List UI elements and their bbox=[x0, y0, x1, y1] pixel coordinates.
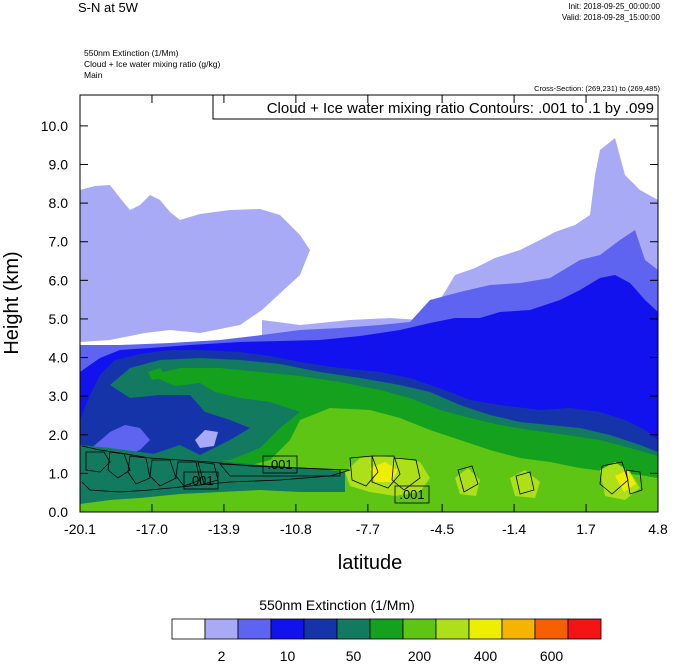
y-tick-label: 0.0 bbox=[49, 504, 69, 520]
x-tick-label: -20.1 bbox=[64, 521, 96, 537]
x-tick-label: -1.4 bbox=[502, 521, 526, 537]
y-tick-label: 8.0 bbox=[49, 195, 69, 211]
colorbar-box bbox=[303, 618, 338, 640]
colorbar-label: 400 bbox=[474, 648, 498, 664]
y-tick-label: 7.0 bbox=[49, 234, 69, 250]
y-tick-label: 1.0 bbox=[49, 465, 69, 481]
colorbar-box bbox=[204, 618, 239, 640]
contour-title-box: Cloud + Ice water mixing ratio Contours:… bbox=[212, 94, 659, 120]
y-tick-label: 6.0 bbox=[49, 272, 69, 288]
colorbar-box bbox=[501, 618, 536, 640]
init-time: Init: 2018-09-25_00:00:00 bbox=[568, 2, 660, 11]
extinction-patch-yellow-2 bbox=[615, 470, 636, 492]
colorbar-box bbox=[171, 618, 206, 640]
colorbar-label: 200 bbox=[408, 648, 432, 664]
x-tick-label: 4.8 bbox=[648, 521, 668, 537]
colorbar-box bbox=[270, 618, 305, 640]
x-tick-label: -13.9 bbox=[208, 521, 240, 537]
x-tick-label: 1.7 bbox=[576, 521, 596, 537]
extinction-hole-small bbox=[195, 430, 218, 448]
colorbar-title: 550nm Extinction (1/Mm) bbox=[259, 597, 415, 613]
contour-label-1: .001 bbox=[183, 471, 219, 490]
y-tick-label: 2.0 bbox=[49, 427, 69, 443]
colorbar-box bbox=[567, 618, 602, 640]
colorbar-label: 10 bbox=[280, 648, 296, 664]
y-tick-label: 4.0 bbox=[49, 350, 69, 366]
x-tick-label: -4.5 bbox=[430, 521, 454, 537]
extinction-layer-light bbox=[80, 185, 310, 342]
colorbar-label: 600 bbox=[540, 648, 564, 664]
extinction-spot-green bbox=[148, 368, 166, 380]
colorbar-label: 50 bbox=[346, 648, 362, 664]
field-line-domain: Main bbox=[84, 70, 103, 80]
extinction-patch-yellowgreen-2 bbox=[455, 468, 480, 496]
cloud-contours bbox=[81, 445, 643, 495]
contour-label-2: .001 bbox=[262, 455, 298, 474]
colorbar-box bbox=[435, 618, 470, 640]
svg-text:.001: .001 bbox=[267, 457, 292, 472]
colorbar-box bbox=[534, 618, 569, 640]
field-line-mixing-ratio: Cloud + Ice water mixing ratio (g/kg) bbox=[84, 59, 221, 69]
colorbar-box bbox=[336, 618, 371, 640]
x-tick-label: -7.7 bbox=[356, 521, 380, 537]
plot-area: .001 .001 .001 bbox=[80, 95, 658, 512]
y-tick-label: 5.0 bbox=[49, 311, 69, 327]
colorbar-label: 2 bbox=[218, 648, 226, 664]
y-axis: 0.0 1.0 2.0 3.0 4.0 5.0 6.0 7.0 8.0 9.0 10.0 bbox=[41, 118, 658, 520]
svg-text:.001: .001 bbox=[188, 473, 213, 488]
colorbar-box bbox=[468, 618, 503, 640]
chart-main-title: S-N at 5W bbox=[78, 0, 138, 15]
colorbar-box bbox=[402, 618, 437, 640]
svg-text:.001: .001 bbox=[399, 487, 424, 502]
contour-title: Cloud + Ice water mixing ratio Contours:… bbox=[267, 100, 654, 117]
valid-time: Valid: 2018-09-28_15:00:00 bbox=[561, 13, 660, 22]
colorbar-box bbox=[237, 618, 272, 640]
extinction-patch-yellowgreen-3 bbox=[510, 470, 540, 498]
colorbar-box bbox=[369, 618, 404, 640]
contour-label-3: .001 bbox=[394, 485, 430, 504]
y-tick-label: 9.0 bbox=[49, 157, 69, 173]
field-line-extinction: 550nm Extinction (1/Mm) bbox=[84, 48, 179, 58]
y-tick-label: 10.0 bbox=[41, 118, 68, 134]
x-tick-label: -17.0 bbox=[136, 521, 168, 537]
colorbar: 2 10 50 200 400 600 bbox=[171, 618, 602, 664]
x-tick-label: -10.8 bbox=[280, 521, 312, 537]
x-axis: -20.1 -17.0 -13.9 -10.8 -7.7 -4.5 -1.4 1.7 4.8 bbox=[64, 95, 668, 537]
extinction-patch-yellow-1 bbox=[370, 462, 398, 482]
cross-section-label: Cross-Section: (269,231) to (269,485) bbox=[534, 84, 660, 93]
y-axis-label: Height (km) bbox=[1, 251, 23, 354]
y-tick-label: 3.0 bbox=[49, 388, 69, 404]
x-axis-label: latitude bbox=[338, 552, 403, 574]
